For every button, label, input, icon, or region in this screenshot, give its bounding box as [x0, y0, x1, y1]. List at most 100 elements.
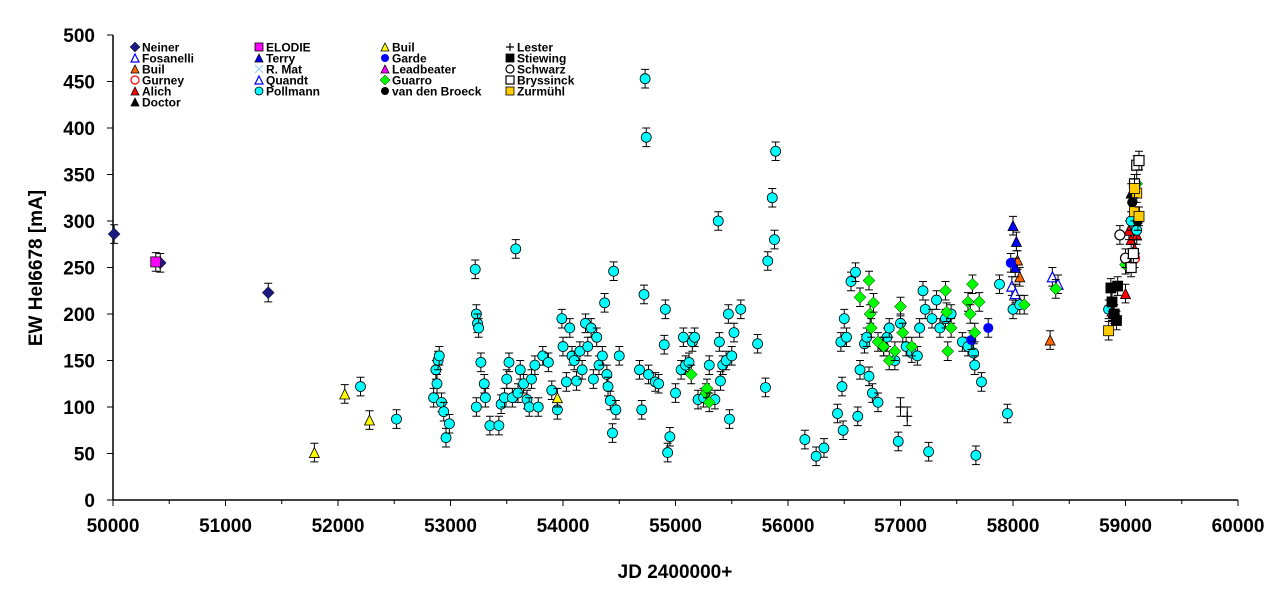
data-point [700, 382, 714, 395]
data-point [514, 364, 526, 376]
legend-item: ELODIE [254, 41, 311, 55]
legend-label: Lester [517, 41, 553, 55]
legend-label: Doctor [142, 96, 181, 110]
data-point [877, 340, 890, 353]
legend-item: Pollmann [254, 85, 320, 99]
legend-marker-icon [381, 87, 389, 95]
legend-label: Fosanelli [142, 52, 194, 66]
legend-marker-icon [254, 86, 264, 96]
data-point [526, 373, 537, 385]
x-axis-label: JD 2400000+ [618, 562, 733, 583]
legend-label: Quandt [266, 74, 308, 88]
x-tick-label: 52000 [312, 516, 365, 537]
legend-item: Terry [254, 52, 295, 66]
data-point [852, 410, 864, 422]
data-point [640, 131, 652, 143]
data-point [983, 322, 994, 333]
legend-marker-icon [506, 43, 514, 51]
legend-label: Alich [142, 85, 171, 99]
data-point [703, 359, 715, 371]
data-point [702, 395, 716, 409]
data-point [493, 420, 505, 432]
data-point [939, 284, 952, 298]
data-point [1009, 287, 1022, 300]
data-point [1111, 315, 1122, 326]
data-point [518, 378, 530, 390]
data-point [683, 356, 695, 368]
data-point [818, 442, 830, 454]
data-point [523, 401, 535, 413]
data-point [1049, 282, 1063, 296]
data-point [689, 331, 701, 343]
data-point [107, 227, 121, 241]
data-point [607, 427, 618, 439]
y-tick-label: 400 [63, 119, 95, 140]
legend-item: van den Broeck [381, 85, 482, 99]
legend-marker-icon [129, 41, 141, 53]
data-point [728, 327, 740, 339]
data-point [810, 450, 822, 462]
legend-item: Zurmühl [505, 85, 565, 99]
data-point [894, 300, 907, 313]
data-point [1044, 334, 1056, 346]
data-point [914, 322, 926, 334]
legend-label: Buil [392, 41, 415, 55]
data-point [363, 414, 376, 426]
legend-label: Guarro [392, 74, 432, 88]
legend-marker-icon [130, 86, 140, 96]
data-point [968, 326, 982, 339]
data-point [1001, 408, 1013, 419]
data-point [546, 384, 558, 396]
data-point [1005, 279, 1018, 292]
legend-item: Doctor [130, 96, 181, 110]
data-point [837, 424, 849, 436]
data-point [639, 73, 651, 85]
data-point [433, 350, 445, 362]
data-point [752, 338, 764, 350]
x-tick-label: 56000 [762, 516, 815, 537]
legend-label: Gurney [142, 74, 184, 88]
x-tick-label: 50000 [87, 516, 140, 537]
data-point [969, 359, 981, 371]
legend-label: Pollmann [266, 85, 320, 99]
data-point [440, 432, 452, 444]
data-point [941, 344, 955, 358]
data-point [576, 364, 588, 376]
data-point [766, 192, 778, 204]
data-point [556, 313, 568, 325]
x-tick-label: 59000 [1099, 516, 1152, 537]
legend-marker-icon [505, 64, 515, 74]
data-point [762, 255, 774, 267]
data-points [107, 68, 1145, 467]
data-point [888, 344, 902, 358]
data-point [1005, 257, 1016, 268]
data-point [799, 434, 811, 445]
data-point [501, 373, 513, 385]
legend-label: Stiewing [517, 52, 566, 66]
data-point [963, 307, 977, 321]
x-tick-label: 57000 [874, 516, 927, 537]
data-point [760, 382, 771, 393]
data-point [917, 285, 929, 297]
y-tick-label: 450 [63, 73, 95, 94]
y-tick-label: 300 [63, 212, 95, 233]
legend-label: Bryssinck [517, 74, 575, 88]
legend-label: Terry [266, 52, 295, 66]
legend-item: Quandt [254, 74, 308, 88]
legend-item: Buil [130, 63, 165, 77]
data-point [475, 356, 487, 368]
data-point [994, 278, 1005, 290]
data-point [854, 364, 866, 376]
data-point [883, 322, 895, 334]
data-point [431, 378, 443, 390]
data-point [1133, 210, 1145, 222]
data-point [872, 396, 884, 408]
data-point [638, 289, 650, 300]
data-point [836, 381, 848, 392]
data-point [882, 354, 896, 367]
data-point [1125, 261, 1137, 274]
x-tick-label: 55000 [649, 516, 702, 537]
data-point [670, 387, 681, 399]
legend-label: ELODIE [266, 41, 311, 55]
data-point [867, 296, 880, 310]
